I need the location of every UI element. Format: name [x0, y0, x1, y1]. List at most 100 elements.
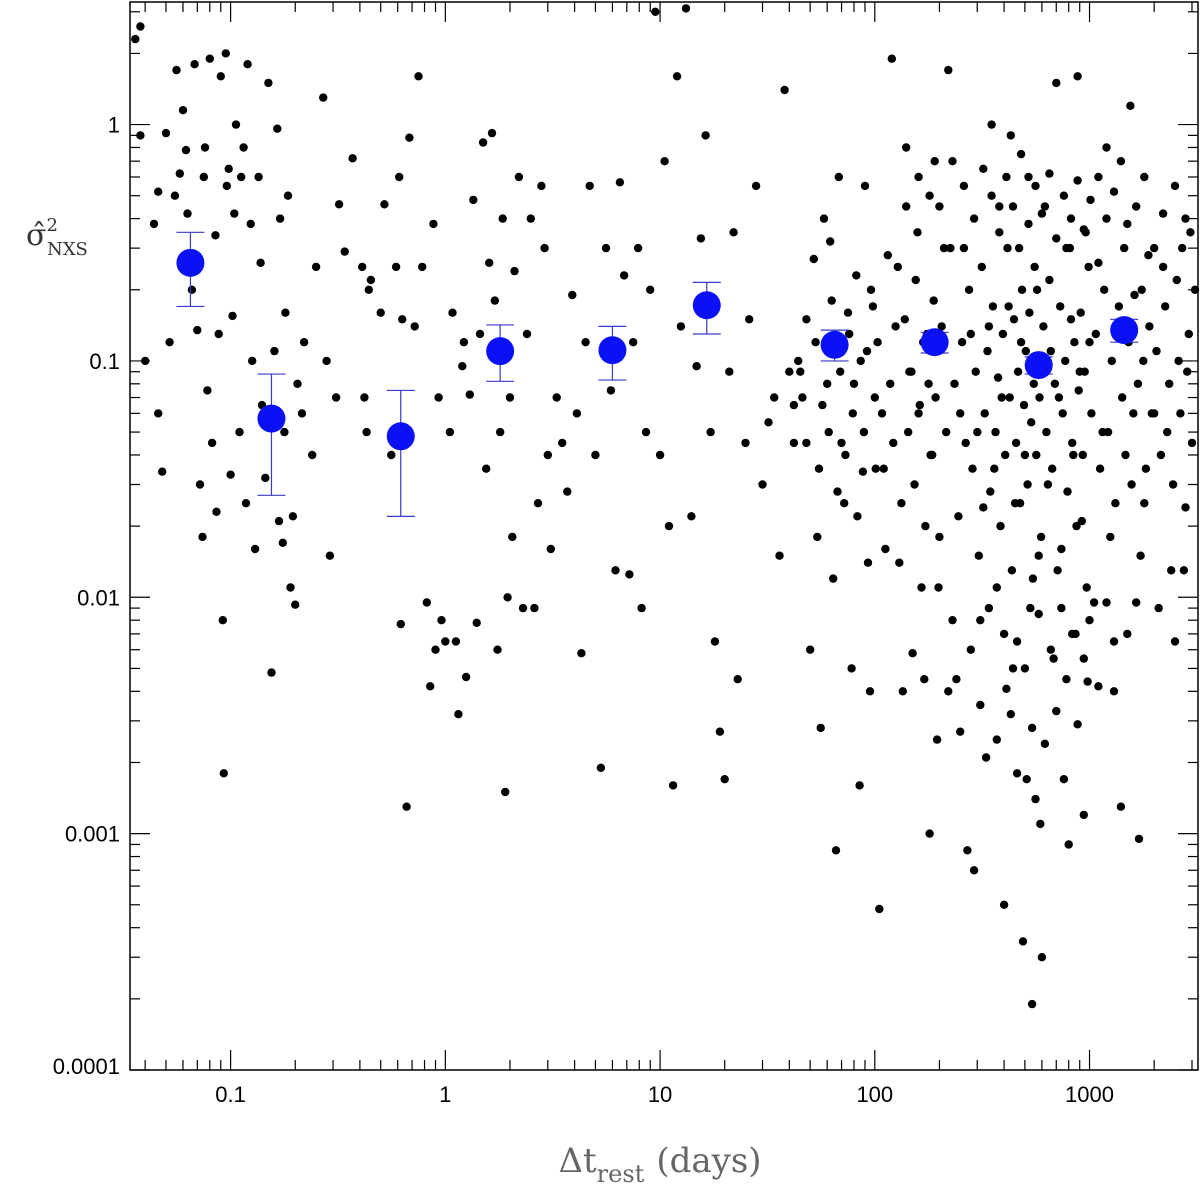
data-point [992, 735, 1001, 744]
data-point [875, 904, 884, 914]
data-point [988, 302, 998, 311]
data-point [1016, 338, 1026, 347]
data-point [789, 438, 799, 448]
data-point [1111, 499, 1120, 508]
data-point [362, 427, 371, 437]
data-point [1161, 302, 1170, 311]
data-point [914, 172, 923, 182]
data-point [461, 672, 471, 682]
data-point [1040, 202, 1050, 211]
data-point [818, 400, 827, 410]
data-point [340, 247, 349, 256]
data-point [983, 346, 992, 356]
data-point [997, 393, 1006, 402]
data-point [917, 583, 926, 592]
data-point [458, 362, 467, 371]
data-point [200, 143, 210, 152]
data-point [944, 65, 953, 75]
data-point [1022, 775, 1031, 784]
data-point [981, 753, 991, 762]
data-point [979, 164, 988, 173]
data-point [391, 262, 401, 272]
data-point [205, 54, 214, 63]
data-point [999, 629, 1009, 639]
data-point [1103, 427, 1113, 437]
binned-point [176, 248, 205, 277]
data-point [625, 570, 634, 579]
data-point [1043, 480, 1053, 489]
data-point [745, 315, 754, 324]
data-point [611, 566, 620, 575]
data-point [863, 558, 873, 567]
data-point [1102, 598, 1111, 607]
data-point [1014, 243, 1024, 253]
data-point [664, 521, 674, 531]
data-point [358, 262, 367, 272]
data-point [422, 598, 431, 607]
data-point [1059, 775, 1069, 784]
data-point [1109, 187, 1119, 196]
data-point [1127, 480, 1136, 489]
data-point [1106, 532, 1115, 542]
data-point [1176, 409, 1185, 418]
data-point [646, 285, 655, 294]
data-point [546, 544, 555, 554]
data-point [957, 338, 967, 347]
data-point [1129, 409, 1138, 418]
x-tick-label: 100 [856, 1082, 893, 1107]
data-point [1032, 285, 1042, 294]
data-point [1006, 131, 1015, 140]
data-point [961, 438, 970, 448]
data-point [794, 356, 803, 366]
data-point [741, 438, 750, 448]
data-point [1017, 285, 1027, 294]
data-point [1091, 329, 1101, 339]
data-point [954, 512, 963, 521]
data-point [1008, 664, 1018, 673]
data-point [881, 544, 890, 554]
data-point [1009, 315, 1019, 324]
data-point [216, 72, 225, 81]
data-point [325, 551, 335, 560]
data-point [852, 271, 861, 280]
data-point [601, 243, 611, 253]
data-point [866, 285, 876, 294]
data-point [418, 262, 427, 272]
data-point [1130, 290, 1139, 300]
data-point [993, 373, 1003, 382]
data-point [187, 285, 197, 294]
data-point [968, 464, 977, 473]
x-tick-label: 1 [439, 1082, 451, 1107]
data-point [956, 727, 965, 736]
data-point [877, 409, 887, 418]
data-point [1116, 157, 1126, 166]
data-point [1034, 609, 1043, 619]
data-point [816, 723, 825, 733]
data-point [946, 243, 955, 253]
data-point [865, 687, 875, 696]
data-point [1089, 598, 1099, 607]
data-point [250, 544, 260, 554]
data-point [862, 346, 872, 356]
data-point [1078, 450, 1088, 460]
data-point [904, 427, 913, 437]
data-point [1109, 637, 1119, 646]
data-point [966, 645, 975, 654]
data-point [939, 243, 949, 253]
x-axis-title-sub: rest [597, 1160, 645, 1186]
data-point [1139, 356, 1148, 366]
data-point [281, 308, 290, 317]
data-point [1036, 532, 1046, 542]
data-point [633, 243, 643, 253]
data-point [1145, 322, 1154, 331]
data-point [770, 393, 779, 402]
data-point [254, 172, 263, 182]
data-point [1079, 225, 1089, 234]
data-point [170, 191, 180, 200]
data-point [1011, 438, 1021, 448]
data-point [431, 645, 440, 654]
data-point [405, 133, 414, 142]
data-point [1005, 393, 1014, 402]
data-point [230, 209, 239, 218]
data-point [274, 516, 284, 526]
